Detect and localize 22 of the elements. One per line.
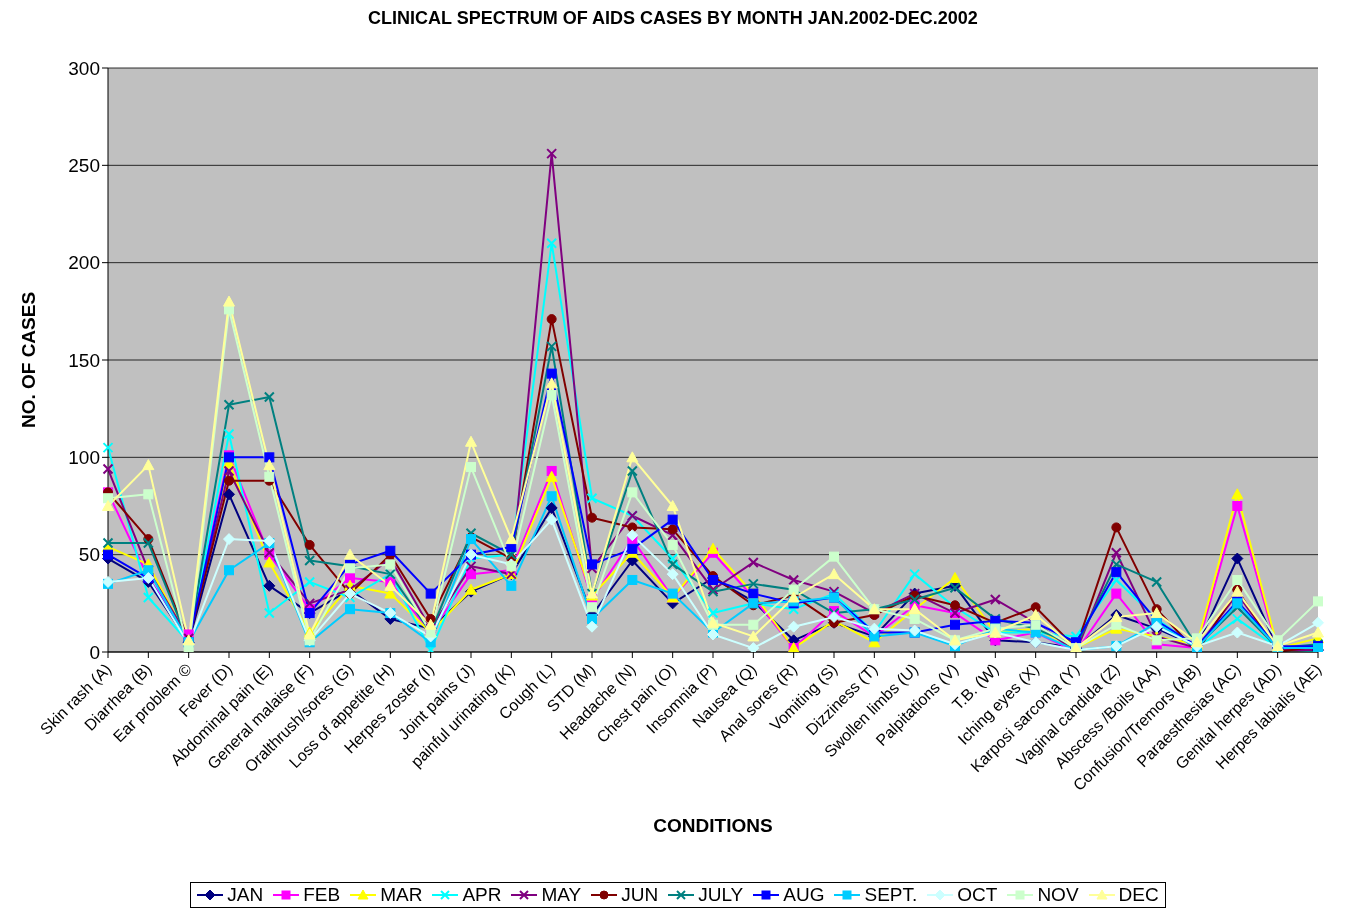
legend-label: APR — [461, 884, 502, 906]
legend-label: DEC — [1117, 884, 1159, 906]
legend-label: SEPT. — [863, 884, 918, 906]
legend-label: JAN — [226, 884, 264, 906]
legend-label: FEB — [302, 884, 341, 906]
y-tick-label: 250 — [68, 155, 100, 177]
y-tick-label: 200 — [68, 252, 100, 274]
legend-label: MAR — [379, 884, 423, 906]
chart-title: CLINICAL SPECTRUM OF AIDS CASES BY MONTH JAN.2002-DEC.2002 — [367, 8, 979, 30]
legend-label: NOV — [1036, 884, 1079, 906]
legend-label: OCT — [956, 884, 998, 906]
legend-label: MAY — [540, 884, 582, 906]
y-tick-label: 50 — [78, 544, 100, 566]
y-tick-label: 100 — [68, 447, 100, 469]
legend-label: JULY — [697, 884, 744, 906]
y-axis-title: NO. OF CASES — [17, 291, 39, 429]
y-tick-label: 300 — [68, 57, 100, 79]
legend-label: JUN — [620, 884, 659, 906]
y-tick-label: 0 — [89, 641, 100, 663]
legend-label: AUG — [782, 884, 825, 906]
y-tick-label: 150 — [68, 349, 100, 371]
x-axis-title: CONDITIONS — [653, 815, 773, 836]
